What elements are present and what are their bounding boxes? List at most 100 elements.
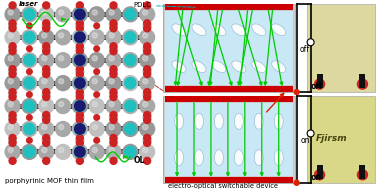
Circle shape [43, 116, 50, 123]
Circle shape [9, 45, 17, 53]
Circle shape [139, 53, 155, 68]
Circle shape [27, 115, 32, 120]
Circle shape [139, 144, 155, 159]
Circle shape [110, 139, 117, 146]
Circle shape [144, 20, 150, 27]
Circle shape [109, 125, 114, 130]
Circle shape [126, 125, 131, 130]
Ellipse shape [172, 24, 186, 36]
Circle shape [123, 76, 138, 91]
Circle shape [58, 33, 64, 38]
Circle shape [89, 144, 104, 159]
Circle shape [76, 116, 83, 123]
Circle shape [24, 100, 35, 112]
Bar [9, 12, 151, 17]
Ellipse shape [252, 24, 266, 36]
Circle shape [111, 23, 114, 26]
Circle shape [106, 30, 121, 45]
Bar [9, 35, 151, 40]
Circle shape [76, 22, 84, 30]
Circle shape [74, 100, 85, 112]
Ellipse shape [272, 24, 286, 36]
Circle shape [94, 69, 99, 74]
Text: OL: OL [133, 156, 144, 165]
Ellipse shape [254, 113, 263, 129]
Circle shape [76, 48, 83, 55]
Circle shape [357, 79, 367, 89]
Circle shape [75, 9, 85, 20]
Circle shape [76, 45, 84, 53]
Circle shape [56, 7, 70, 22]
Circle shape [110, 25, 117, 32]
Circle shape [109, 33, 114, 38]
Circle shape [110, 112, 117, 119]
Circle shape [8, 10, 13, 15]
Circle shape [44, 138, 47, 141]
Circle shape [5, 30, 20, 45]
Circle shape [42, 79, 47, 84]
Circle shape [145, 46, 148, 49]
Circle shape [27, 23, 32, 29]
Circle shape [123, 144, 138, 159]
Circle shape [39, 7, 54, 22]
Circle shape [72, 53, 87, 68]
Circle shape [22, 122, 37, 136]
Circle shape [56, 144, 70, 159]
Circle shape [111, 69, 114, 72]
Circle shape [25, 56, 30, 61]
Circle shape [43, 71, 50, 78]
Bar [163, 4, 294, 92]
Circle shape [89, 98, 104, 114]
Circle shape [110, 136, 117, 144]
Circle shape [76, 2, 83, 9]
Circle shape [92, 33, 97, 38]
Circle shape [144, 48, 150, 55]
Circle shape [144, 116, 150, 123]
Circle shape [143, 56, 148, 61]
Circle shape [27, 92, 32, 97]
Circle shape [5, 122, 20, 136]
Circle shape [25, 147, 30, 153]
Circle shape [27, 138, 32, 143]
Circle shape [74, 146, 85, 157]
Circle shape [39, 76, 54, 91]
Circle shape [92, 56, 97, 61]
Ellipse shape [194, 113, 204, 129]
Circle shape [74, 9, 85, 20]
Circle shape [24, 55, 35, 66]
Circle shape [22, 30, 37, 45]
Text: porphyrinic MOF thin film: porphyrinic MOF thin film [5, 178, 94, 184]
Circle shape [5, 7, 20, 22]
Bar [165, 103, 293, 176]
Circle shape [42, 10, 47, 15]
Circle shape [8, 147, 13, 153]
Circle shape [89, 76, 104, 91]
Circle shape [110, 2, 117, 9]
Circle shape [77, 69, 80, 72]
Circle shape [75, 79, 81, 84]
Text: on: on [301, 136, 310, 145]
Circle shape [25, 33, 30, 38]
Circle shape [144, 134, 150, 141]
Bar [165, 177, 293, 183]
Ellipse shape [172, 61, 186, 73]
Bar [165, 11, 293, 85]
Circle shape [43, 89, 50, 96]
Circle shape [76, 134, 83, 141]
Circle shape [9, 139, 16, 146]
Circle shape [111, 46, 114, 49]
Circle shape [126, 101, 131, 107]
Circle shape [144, 89, 150, 96]
Circle shape [9, 114, 17, 122]
Circle shape [76, 66, 83, 73]
Circle shape [145, 138, 148, 141]
Circle shape [110, 43, 117, 50]
Circle shape [110, 114, 117, 122]
Text: Fjirsm: Fjirsm [316, 134, 347, 143]
Circle shape [109, 56, 114, 61]
Bar [9, 104, 151, 108]
Circle shape [74, 77, 85, 89]
Circle shape [89, 122, 104, 136]
Circle shape [8, 33, 13, 38]
Circle shape [143, 33, 148, 38]
